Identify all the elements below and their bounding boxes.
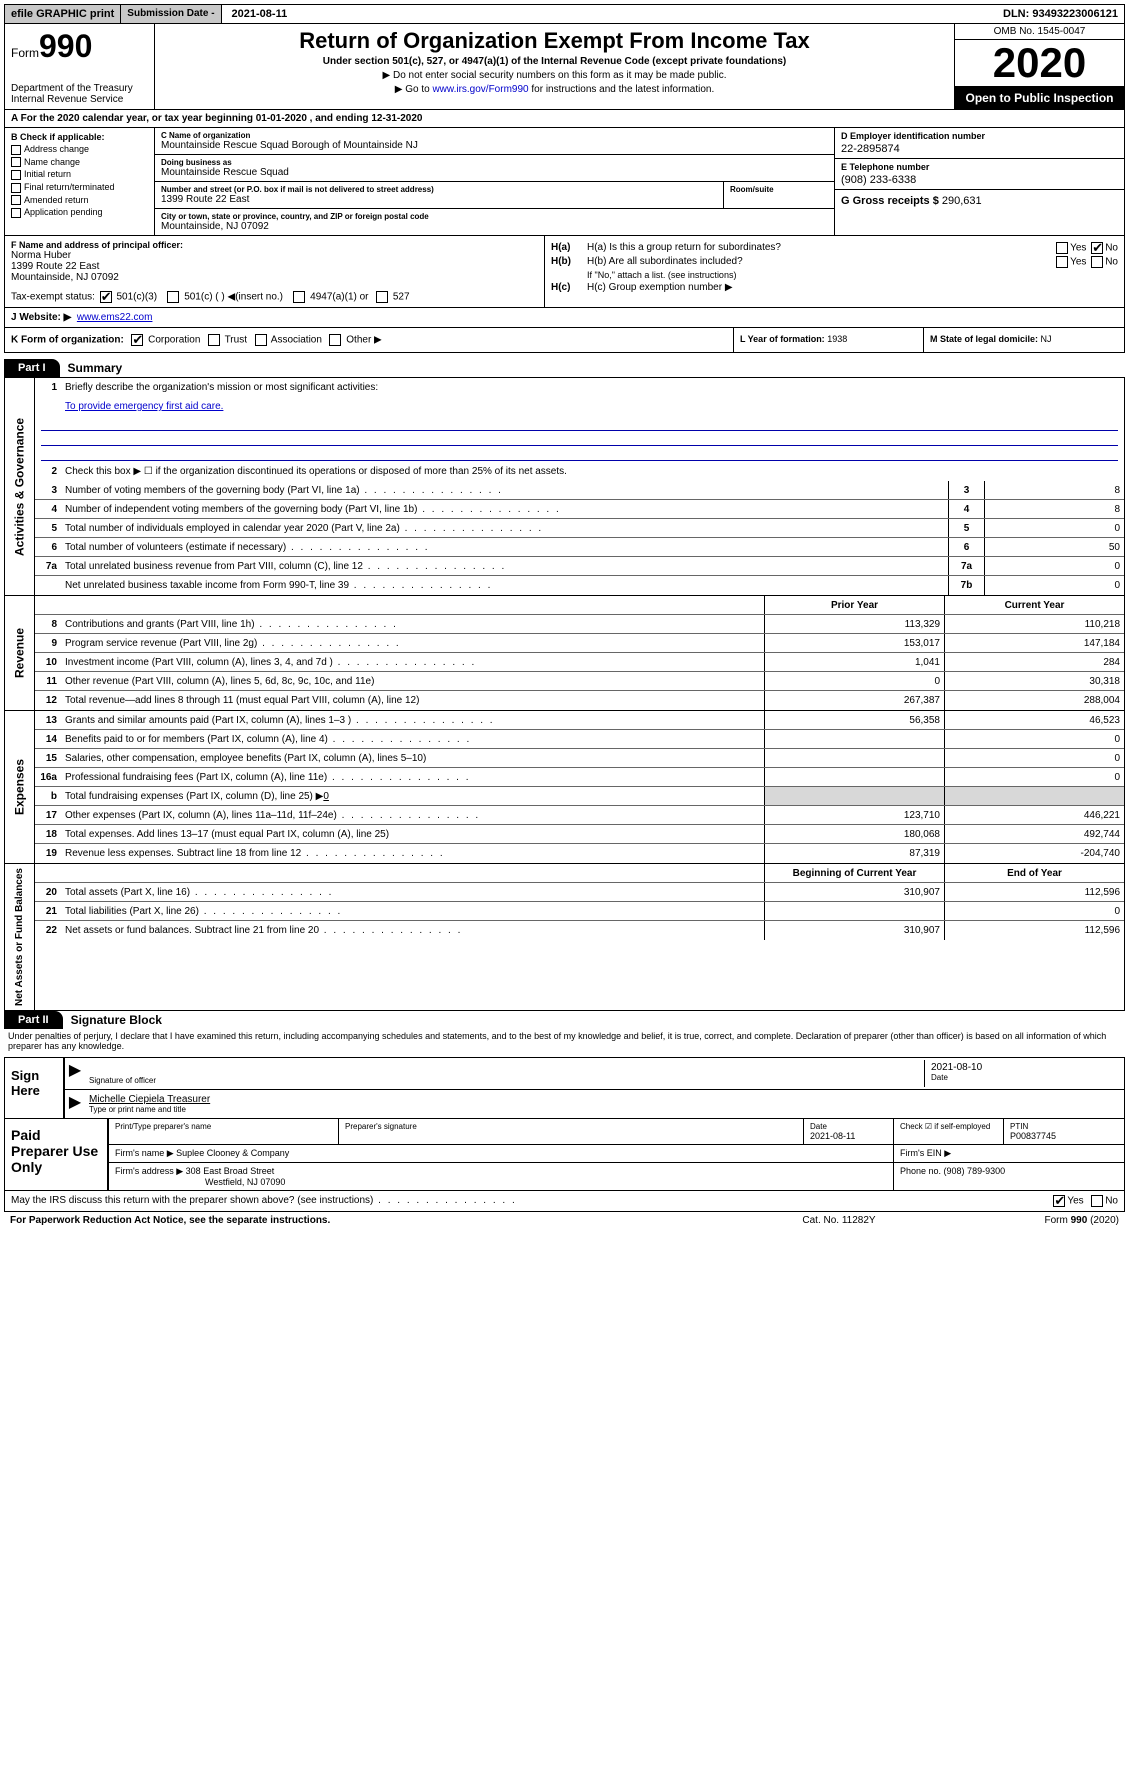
line7a-val: 0	[984, 557, 1124, 575]
dept: Department of the Treasury Internal Reve…	[11, 83, 148, 105]
submission-label: Submission Date -	[120, 5, 220, 23]
block-abc: B Check if applicable: Address change Na…	[4, 128, 1125, 236]
form-id: Form990	[11, 28, 148, 65]
ptin: P00837745	[1010, 1131, 1118, 1141]
officer-sig-name: Michelle Ciepiela Treasurer	[89, 1094, 1120, 1105]
period-row: A For the 2020 calendar year, or tax yea…	[4, 110, 1125, 128]
topbar: efile GRAPHIC print Submission Date - 20…	[4, 4, 1125, 24]
line6-val: 50	[984, 538, 1124, 556]
section-c: C Name of organization Mountainside Resc…	[155, 128, 834, 235]
irs-link[interactable]: www.irs.gov/Form990	[432, 84, 528, 95]
paid-preparer-block: Paid Preparer Use Only Print/Type prepar…	[4, 1119, 1125, 1191]
form-title: Return of Organization Exempt From Incom…	[159, 28, 950, 54]
line3-val: 8	[984, 481, 1124, 499]
year-formation: 1938	[827, 334, 847, 344]
firm-phone: (908) 789-9300	[944, 1166, 1006, 1176]
perjury-statement: Under penalties of perjury, I declare th…	[4, 1029, 1125, 1053]
ein: 22-2895874	[841, 143, 1118, 155]
expenses-section: Expenses 13Grants and similar amounts pa…	[4, 711, 1125, 864]
submission-date: 2021-08-11	[221, 5, 298, 23]
officer-name: Norma Huber	[11, 250, 538, 261]
org-name: Mountainside Rescue Squad Borough of Mou…	[161, 140, 828, 151]
city: Mountainside, NJ 07092	[161, 221, 828, 232]
state-domicile: NJ	[1041, 334, 1052, 344]
subtitle-3: ▶ Go to www.irs.gov/Form990 for instruct…	[159, 84, 950, 95]
form-header: Form990 Department of the Treasury Inter…	[4, 24, 1125, 110]
dln: DLN: 93493223006121	[997, 5, 1124, 23]
firm-name: Suplee Clooney & Company	[176, 1148, 289, 1158]
dba: Mountainside Rescue Squad	[161, 167, 828, 178]
part2-header: Part II Signature Block	[4, 1011, 1125, 1029]
netassets-section: Net Assets or Fund Balances Beginning of…	[4, 864, 1125, 1011]
efile-label[interactable]: efile GRAPHIC print	[5, 5, 120, 23]
section-d: D Employer identification number 22-2895…	[834, 128, 1124, 235]
mission: To provide emergency first aid care.	[65, 401, 223, 412]
omb: OMB No. 1545-0047	[955, 24, 1124, 40]
website-link[interactable]: www.ems22.com	[77, 312, 153, 323]
revenue-section: Revenue Prior YearCurrent Year 8Contribu…	[4, 596, 1125, 711]
section-b: B Check if applicable: Address change Na…	[5, 128, 155, 235]
subtitle-1: Under section 501(c), 527, or 4947(a)(1)…	[159, 56, 950, 67]
footer: For Paperwork Reduction Act Notice, see …	[4, 1212, 1125, 1229]
telephone: (908) 233-6338	[841, 174, 1118, 186]
tax-exempt-status: Tax-exempt status: 501(c)(3) 501(c) ( ) …	[11, 291, 538, 303]
governance-section: Activities & Governance 1Briefly describ…	[4, 377, 1125, 596]
block-fh: F Name and address of principal officer:…	[4, 236, 1125, 308]
section-j: J Website: ▶ www.ems22.com	[4, 308, 1125, 328]
gross-receipts: 290,631	[942, 195, 982, 207]
line7b-val: 0	[984, 576, 1124, 595]
line4-val: 8	[984, 500, 1124, 518]
tax-year: 2020	[955, 40, 1124, 87]
irs-discuss-row: May the IRS discuss this return with the…	[4, 1191, 1125, 1212]
sign-here-block: Sign Here ▶ Signature of officer 2021-08…	[4, 1057, 1125, 1119]
line5-val: 0	[984, 519, 1124, 537]
part1-header: Part I Summary	[4, 359, 1125, 377]
subtitle-2: ▶ Do not enter social security numbers o…	[159, 70, 950, 81]
open-public: Open to Public Inspection	[955, 87, 1124, 109]
block-klm: K Form of organization: Corporation Trus…	[4, 328, 1125, 353]
street: 1399 Route 22 East	[161, 194, 717, 205]
